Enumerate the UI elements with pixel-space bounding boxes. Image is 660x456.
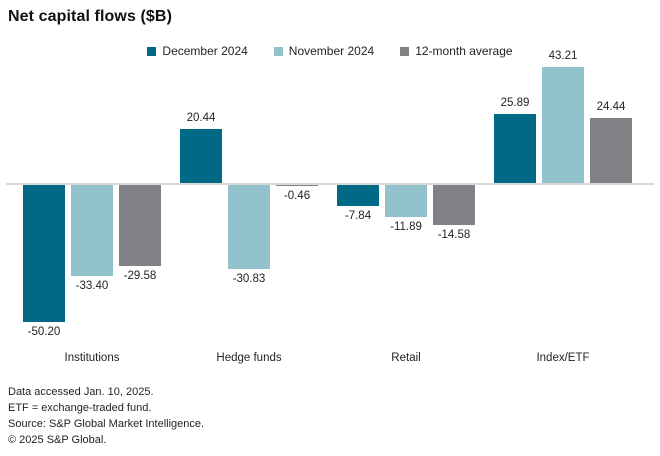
category-label: Index/ETF bbox=[536, 352, 590, 364]
chart-footnotes: Data accessed Jan. 10, 2025. ETF = excha… bbox=[8, 384, 204, 448]
bar bbox=[494, 114, 536, 185]
legend-label: December 2024 bbox=[162, 44, 248, 58]
category-label: Retail bbox=[391, 352, 421, 364]
bar bbox=[119, 185, 161, 266]
bar bbox=[433, 185, 475, 225]
bar-value-label: -29.58 bbox=[123, 269, 157, 282]
category-label: Institutions bbox=[64, 352, 120, 364]
bar-value-label: -7.84 bbox=[344, 210, 372, 223]
legend-swatch bbox=[147, 46, 157, 56]
bar-value-label: -0.46 bbox=[283, 190, 311, 203]
bar-value-label: -30.83 bbox=[232, 273, 266, 286]
chart-legend: December 2024 November 2024 12-month avera… bbox=[0, 44, 660, 58]
chart-title: Net capital flows ($B) bbox=[8, 8, 173, 25]
bar-value-label: 25.89 bbox=[500, 97, 530, 110]
zero-axis-line bbox=[6, 183, 654, 185]
legend-item: December 2024 bbox=[147, 44, 248, 58]
footnote-source: Source: S&P Global Market Intelligence. bbox=[8, 418, 205, 430]
legend-item: 12-month average bbox=[400, 44, 513, 58]
category-label: Hedge funds bbox=[216, 352, 282, 364]
bar-value-label: 43.21 bbox=[548, 50, 578, 63]
bar bbox=[228, 185, 270, 270]
bar bbox=[71, 185, 113, 277]
bar-value-label: -50.20 bbox=[27, 326, 61, 339]
bar bbox=[590, 118, 632, 185]
bar-value-label: 20.44 bbox=[186, 112, 216, 125]
legend-label: 12-month average bbox=[415, 44, 513, 58]
bar-value-label: -11.89 bbox=[390, 221, 422, 234]
bar-value-label: -33.40 bbox=[75, 280, 109, 293]
footnote-copyright: © 2025 S&P Global. bbox=[8, 434, 107, 446]
legend-swatch bbox=[400, 46, 410, 56]
bar bbox=[542, 67, 584, 185]
bar bbox=[276, 185, 318, 187]
footnote-data-accessed: Data accessed Jan. 10, 2025. bbox=[8, 386, 154, 398]
bar-value-label: 24.44 bbox=[596, 101, 626, 114]
bar bbox=[180, 129, 222, 185]
footnote-etf-definition: ETF = exchange-traded fund. bbox=[8, 402, 152, 414]
legend-swatch bbox=[273, 46, 283, 56]
bar bbox=[337, 185, 379, 207]
legend-item: November 2024 bbox=[273, 44, 375, 58]
legend-label: November 2024 bbox=[288, 44, 375, 58]
bar bbox=[385, 185, 427, 218]
bar-value-label: -14.58 bbox=[437, 228, 471, 241]
bar bbox=[23, 185, 65, 323]
